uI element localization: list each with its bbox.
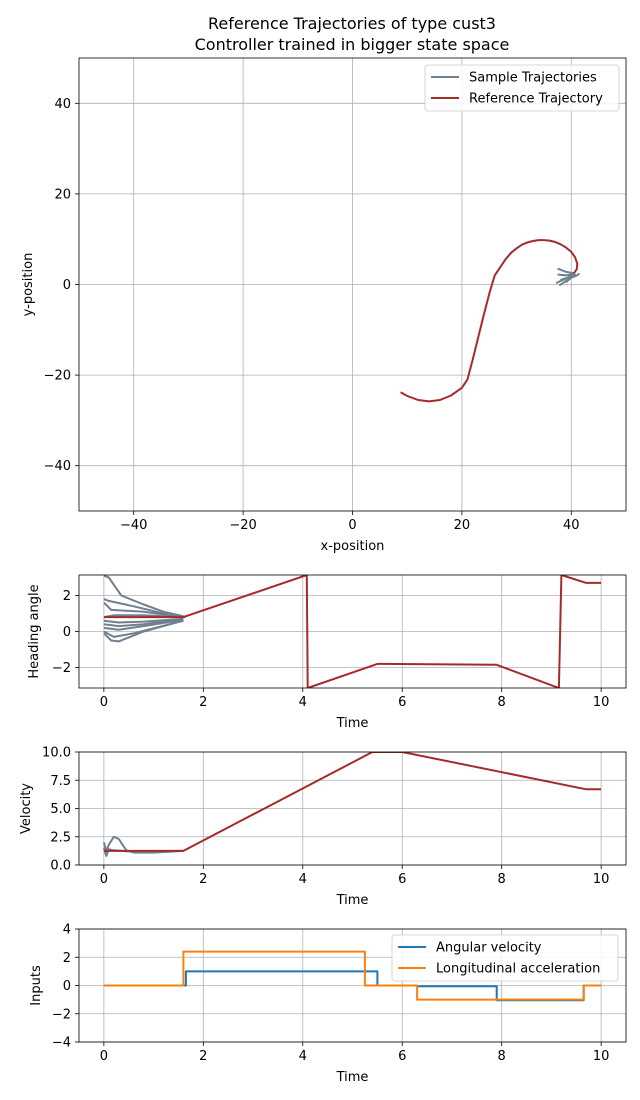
legend-label: Reference Trajectory xyxy=(469,92,603,107)
y-tick-label: 10.0 xyxy=(42,746,71,761)
reference-trajectory-line xyxy=(103,752,602,852)
y-tick-label: −2 xyxy=(52,661,71,676)
sample-trajectory-line xyxy=(103,601,184,619)
y-tick-label: 2 xyxy=(63,589,71,604)
reference-trajectory-line xyxy=(561,575,602,584)
velocity-plot: 0 2 4 6 8 10 0.0 2.5 5.0 7.5 10.0 Time Velocity xyxy=(19,746,627,908)
longitudinal-acceleration-line xyxy=(103,950,602,1001)
x-tick-label: 4 xyxy=(299,695,307,710)
legend-label: Sample Trajectories xyxy=(469,71,597,86)
y-tick-label: 0.0 xyxy=(50,859,71,874)
x-tick-label: −20 xyxy=(229,518,256,533)
chart-title: Reference Trajectories of type cust3 xyxy=(208,14,496,33)
x-tick-label: 8 xyxy=(498,1049,506,1064)
x-tick-label: 10 xyxy=(593,1049,610,1064)
x-tick-label: 40 xyxy=(563,518,580,533)
heading-angle-plot: 0 2 4 6 8 10 −2 0 2 Time Heading angle xyxy=(27,574,627,731)
sample-trajectory-line xyxy=(103,617,184,624)
sample-trajectory-line xyxy=(102,847,184,857)
legend-label: Longitudinal acceleration xyxy=(436,962,600,977)
x-tick-label: 2 xyxy=(199,872,207,887)
reference-trajectory-line xyxy=(400,239,579,403)
x-tick-label: 0 xyxy=(348,518,356,533)
y-tick-label: 0 xyxy=(63,278,71,293)
x-tick-label: 8 xyxy=(498,695,506,710)
x-tick-label: 0 xyxy=(100,695,108,710)
reference-trajectory-line xyxy=(103,575,308,619)
x-tick-label: 8 xyxy=(498,872,506,887)
y-axis-label: Velocity xyxy=(19,783,34,834)
x-axis-label: Time xyxy=(336,1070,369,1085)
x-tick-label: 6 xyxy=(398,1049,406,1064)
legend-label: Angular velocity xyxy=(436,941,542,956)
y-axis-label: Heading angle xyxy=(27,584,42,678)
x-axis-label: x-position xyxy=(321,539,385,554)
sample-trajectory-line xyxy=(103,617,184,628)
reference-trajectory-line xyxy=(307,662,560,688)
legend: Sample Trajectories Reference Trajectory xyxy=(424,64,620,112)
y-axis-label: y-position xyxy=(21,253,36,317)
reference-trajectory-line xyxy=(557,575,563,688)
x-tick-label: 6 xyxy=(398,872,406,887)
x-axis-label: Time xyxy=(336,716,369,731)
x-tick-label: 4 xyxy=(299,1049,307,1064)
y-tick-label: 5.0 xyxy=(50,802,71,817)
chart-subtitle: Controller trained in bigger state space xyxy=(195,35,510,54)
y-tick-label: −20 xyxy=(44,369,71,384)
y-tick-label: −40 xyxy=(44,459,71,474)
y-tick-label: 40 xyxy=(54,97,71,112)
x-tick-label: 0 xyxy=(100,872,108,887)
x-axis-label: Time xyxy=(336,893,369,908)
y-axis-label: Inputs xyxy=(29,965,44,1006)
reference-trajectory-line xyxy=(305,575,309,688)
sample-trajectory-line xyxy=(103,575,184,618)
x-tick-label: 2 xyxy=(199,695,207,710)
x-tick-label: 0 xyxy=(100,1049,108,1064)
legend-box xyxy=(391,934,619,982)
sample-trajectories-line xyxy=(565,273,577,283)
x-tick-label: 2 xyxy=(199,1049,207,1064)
sample-trajectory-line xyxy=(103,618,184,631)
y-tick-label: −4 xyxy=(52,1036,71,1051)
y-tick-label: 20 xyxy=(54,187,71,202)
y-tick-label: 4 xyxy=(63,923,71,938)
inputs-plot: 0 2 4 6 8 10 −4 −2 0 2 4 Time Inputs Angular velocity… xyxy=(29,923,627,1085)
x-tick-label: 20 xyxy=(454,518,471,533)
x-tick-label: 10 xyxy=(593,872,610,887)
x-tick-label: 6 xyxy=(398,695,406,710)
sample-trajectory-line xyxy=(103,619,184,643)
sample-trajectory-line xyxy=(102,835,184,854)
legend: Angular velocity Longitudinal acceleratio… xyxy=(391,934,619,982)
sample-trajectories-line xyxy=(557,267,575,275)
x-tick-label: 4 xyxy=(299,872,307,887)
y-tick-label: −2 xyxy=(52,1007,71,1022)
y-tick-label: 2 xyxy=(63,951,71,966)
x-tick-label: 10 xyxy=(593,695,610,710)
y-tick-label: 0 xyxy=(63,979,71,994)
x-tick-label: −40 xyxy=(120,518,147,533)
legend-box xyxy=(424,64,620,112)
y-tick-label: 2.5 xyxy=(50,830,71,845)
trajectory-plot: −40 −20 0 20 40 −40 −20 0 20 40 x-position y-positi… xyxy=(21,57,627,554)
sample-trajectories-line xyxy=(572,272,581,279)
y-tick-label: 7.5 xyxy=(50,774,71,789)
y-tick-label: 0 xyxy=(63,625,71,640)
